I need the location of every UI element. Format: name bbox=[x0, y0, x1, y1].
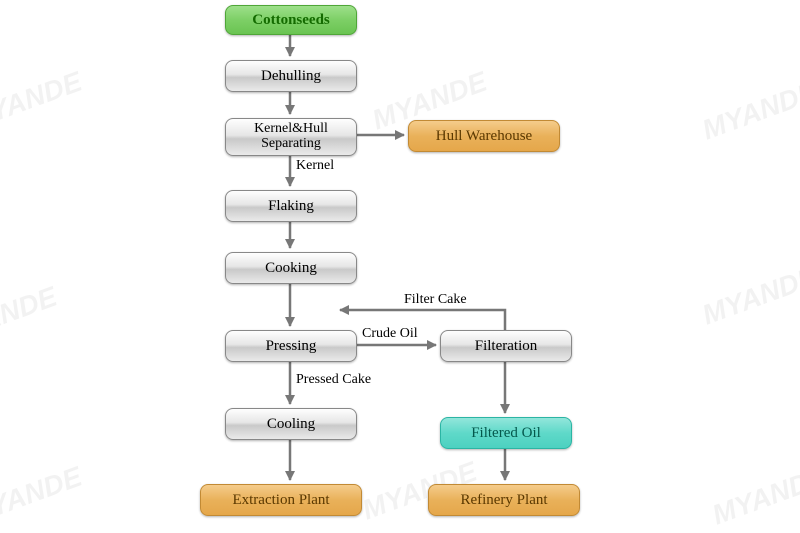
node-flaking: Flaking bbox=[225, 190, 357, 222]
node-dehulling: Dehulling bbox=[225, 60, 357, 92]
node-hullwh: Hull Warehouse bbox=[408, 120, 560, 152]
node-filteration: Filteration bbox=[440, 330, 572, 362]
node-pressing: Pressing bbox=[225, 330, 357, 362]
label-kernel: Kernel bbox=[296, 158, 334, 174]
watermark: MYANDE bbox=[708, 461, 800, 532]
node-cottonseeds: Cottonseeds bbox=[225, 5, 357, 35]
watermark: MYANDE bbox=[0, 66, 86, 137]
label-crudeoil: Crude Oil bbox=[362, 326, 418, 342]
watermark: MYANDE bbox=[0, 281, 61, 352]
watermark: MYANDE bbox=[698, 261, 800, 332]
node-separating: Kernel&HullSeparating bbox=[225, 118, 357, 156]
node-extraction: Extraction Plant bbox=[200, 484, 362, 516]
watermark: MYANDE bbox=[0, 461, 86, 532]
arrow-layer bbox=[0, 0, 800, 533]
node-cooking: Cooking bbox=[225, 252, 357, 284]
watermark: MYANDE bbox=[698, 76, 800, 147]
node-refinery: Refinery Plant bbox=[428, 484, 580, 516]
node-cooling: Cooling bbox=[225, 408, 357, 440]
node-filteredoil: Filtered Oil bbox=[440, 417, 572, 449]
label-pressedcake: Pressed Cake bbox=[296, 372, 371, 388]
label-filtercake: Filter Cake bbox=[404, 292, 467, 308]
